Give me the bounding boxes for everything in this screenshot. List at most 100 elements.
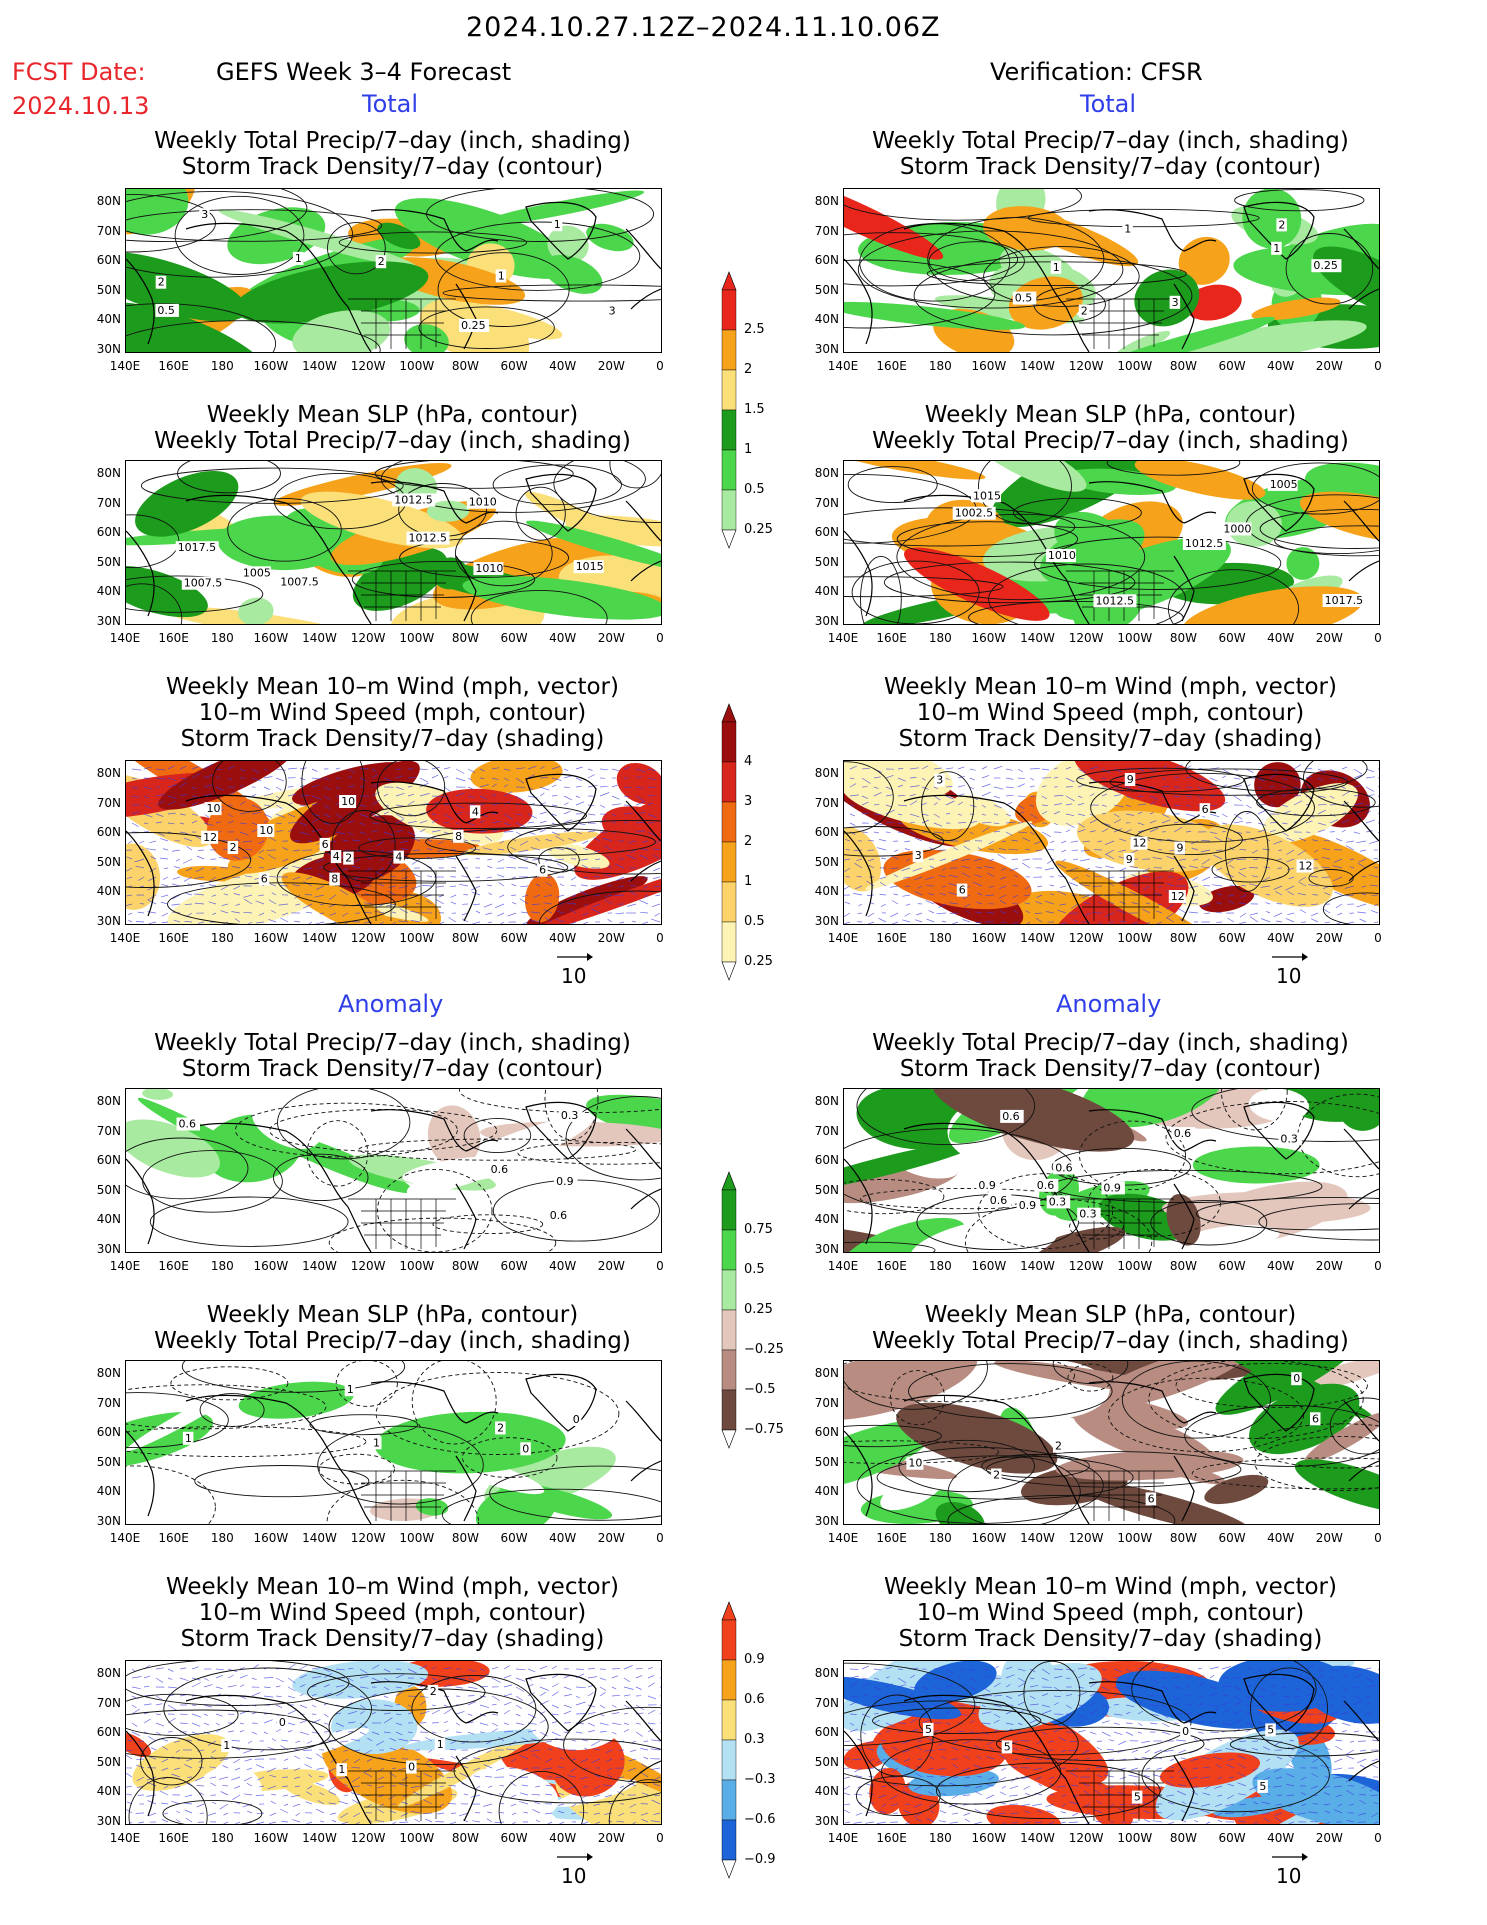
lat-tick-label: 60N xyxy=(814,1725,839,1739)
gefs-total-slp-precip-title-line: Weekly Total Precip/7–day (inch, shading… xyxy=(154,428,631,454)
contour-label: 0.6 xyxy=(987,1194,1012,1207)
fcst-date-label: FCST Date: xyxy=(12,58,146,86)
lon-tick-label: 20W xyxy=(597,359,625,373)
lon-tick-label: 60W xyxy=(1218,931,1246,945)
contour-label: 1010 xyxy=(1045,549,1076,562)
lon-tick-label: 140E xyxy=(109,931,141,945)
svg-text:1: 1 xyxy=(347,1383,354,1396)
colorbar-label: −0.25 xyxy=(744,1342,784,1357)
contour-label: 9 xyxy=(1123,852,1135,866)
cfsr-anom-precip-storm-title-line: Weekly Total Precip/7–day (inch, shading… xyxy=(872,1030,1349,1056)
svg-text:6: 6 xyxy=(322,838,329,851)
svg-text:0.5: 0.5 xyxy=(1015,292,1033,305)
lon-tick-label: 40W xyxy=(549,359,577,373)
lon-tick-label: 160W xyxy=(253,1259,289,1273)
fcst-date-value: 2024.10.13 xyxy=(12,92,150,120)
colorbar-swatch xyxy=(721,881,737,923)
lon-tick-label: 160W xyxy=(253,931,289,945)
lon-tick-label: 80W xyxy=(451,1531,480,1545)
svg-text:6: 6 xyxy=(959,884,966,897)
gefs-anom-precip-storm-title-line: Storm Track Density/7–day (contour) xyxy=(181,1056,604,1082)
contour-label: 0.9 xyxy=(976,1178,1000,1192)
contour-label: 9 xyxy=(1174,841,1185,855)
lon-tick-label: 160E xyxy=(158,931,189,945)
lat-tick-label: 70N xyxy=(814,495,839,510)
colorbar-swatch xyxy=(721,289,737,331)
colorbar-label: 1.5 xyxy=(744,402,765,417)
svg-text:6: 6 xyxy=(1148,1492,1155,1505)
contour-label: 0.9 xyxy=(1101,1181,1125,1195)
colorbar-label: 1 xyxy=(744,442,753,457)
lon-tick-label: 40W xyxy=(1267,359,1295,373)
svg-text:4: 4 xyxy=(333,850,340,863)
lon-tick-label: 40W xyxy=(549,1531,577,1545)
contour-label: 4 xyxy=(330,850,342,864)
svg-text:0.25: 0.25 xyxy=(461,319,486,332)
svg-text:2: 2 xyxy=(1278,218,1285,231)
cfsr-total-wind-storm-title-line: Weekly Mean 10–m Wind (mph, vector) xyxy=(883,674,1337,700)
cfsr-total-slp-precip-title-line: Weekly Mean SLP (hPa, contour) xyxy=(924,402,1297,428)
lon-tick-label: 180 xyxy=(210,931,234,945)
colorbar-label: 2 xyxy=(744,362,753,377)
lat-tick-label: 70N xyxy=(96,795,121,810)
lon-tick-label: 40W xyxy=(549,631,577,645)
lat-tick-label: 40N xyxy=(96,1784,121,1798)
contour-label: 6 xyxy=(537,863,548,877)
lon-tick-label: 80W xyxy=(451,931,480,945)
colorbar-swatch xyxy=(721,801,737,843)
contour-label: 1010 xyxy=(466,495,497,509)
svg-text:4: 4 xyxy=(472,805,479,818)
lon-tick-label: 60W xyxy=(500,1259,528,1273)
lon-tick-label: 140W xyxy=(1020,1831,1055,1845)
contour-label: 3 xyxy=(912,849,924,863)
contour-label: 1005 xyxy=(1267,477,1298,491)
lat-tick-label: 30N xyxy=(96,1813,121,1828)
svg-text:6: 6 xyxy=(261,872,268,885)
colorbar-label: 1 xyxy=(744,874,753,889)
svg-text:1: 1 xyxy=(498,269,505,282)
lon-tick-label: 180 xyxy=(928,359,952,373)
lon-tick-label: 160W xyxy=(971,931,1007,945)
gefs-total-slp-precip-field: 1012.5 1010 1010 1007.5 1012.5 1017.5 1015 1005… xyxy=(126,461,661,624)
colorbar-label: −0.5 xyxy=(744,1382,776,1397)
lon-tick-label: 40W xyxy=(1267,1531,1295,1545)
lon-tick-label: 140W xyxy=(302,1259,337,1273)
contour-label: 12 xyxy=(1296,859,1314,873)
lon-tick-label: 40W xyxy=(549,1259,577,1273)
contour-label: 2 xyxy=(1078,304,1090,318)
svg-text:4: 4 xyxy=(395,851,402,864)
colorbar-swatch xyxy=(721,1349,737,1391)
contour-label: 10 xyxy=(257,824,275,837)
colorbar-swatch xyxy=(721,761,737,803)
cfsr-anom-wind-storm-title-line: Storm Track Density/7–day (shading) xyxy=(898,1626,1323,1652)
svg-text:0.6: 0.6 xyxy=(550,1209,568,1222)
svg-text:9: 9 xyxy=(1127,773,1134,786)
svg-text:0: 0 xyxy=(1182,1725,1189,1738)
lon-tick-label: 140E xyxy=(827,1531,859,1545)
contour-label: 0 xyxy=(1291,1372,1302,1386)
vector-reference-arrow xyxy=(1272,953,1308,961)
contour-label: 2 xyxy=(1053,1439,1064,1453)
lon-tick-label: 140E xyxy=(827,931,859,945)
colorbar-label: 0.25 xyxy=(744,1302,773,1317)
lon-tick-label: 160E xyxy=(876,1531,907,1545)
lat-tick-label: 30N xyxy=(96,341,121,356)
lat-tick-label: 40N xyxy=(814,1784,839,1798)
svg-text:0.9: 0.9 xyxy=(978,1179,996,1192)
svg-text:0.6: 0.6 xyxy=(1002,1110,1020,1123)
lon-tick-label: 20W xyxy=(597,931,625,945)
lat-tick-label: 50N xyxy=(96,282,121,297)
lon-tick-label: 80W xyxy=(1169,1531,1198,1545)
lon-tick-label: 140E xyxy=(109,631,141,645)
cfsr-total-wind-storm-map: 6 9 3 12 12 9 3 6 12 9 xyxy=(843,760,1380,925)
svg-text:5: 5 xyxy=(1267,1723,1274,1736)
lat-tick-label: 50N xyxy=(814,282,839,297)
lon-tick-label: 140W xyxy=(1020,1259,1055,1273)
vector-reference-label: 10 xyxy=(561,1864,587,1888)
gefs-total-wind-storm-title-line: 10–m Wind Speed (mph, contour) xyxy=(198,700,587,726)
colorbar-swatch xyxy=(721,1309,737,1351)
contour-label: 0 xyxy=(1180,1725,1191,1738)
svg-text:0.6: 0.6 xyxy=(179,1118,197,1131)
svg-text:2: 2 xyxy=(430,1685,437,1698)
cfsr-total-precip-storm-title-line: Storm Track Density/7–day (contour) xyxy=(899,154,1322,180)
